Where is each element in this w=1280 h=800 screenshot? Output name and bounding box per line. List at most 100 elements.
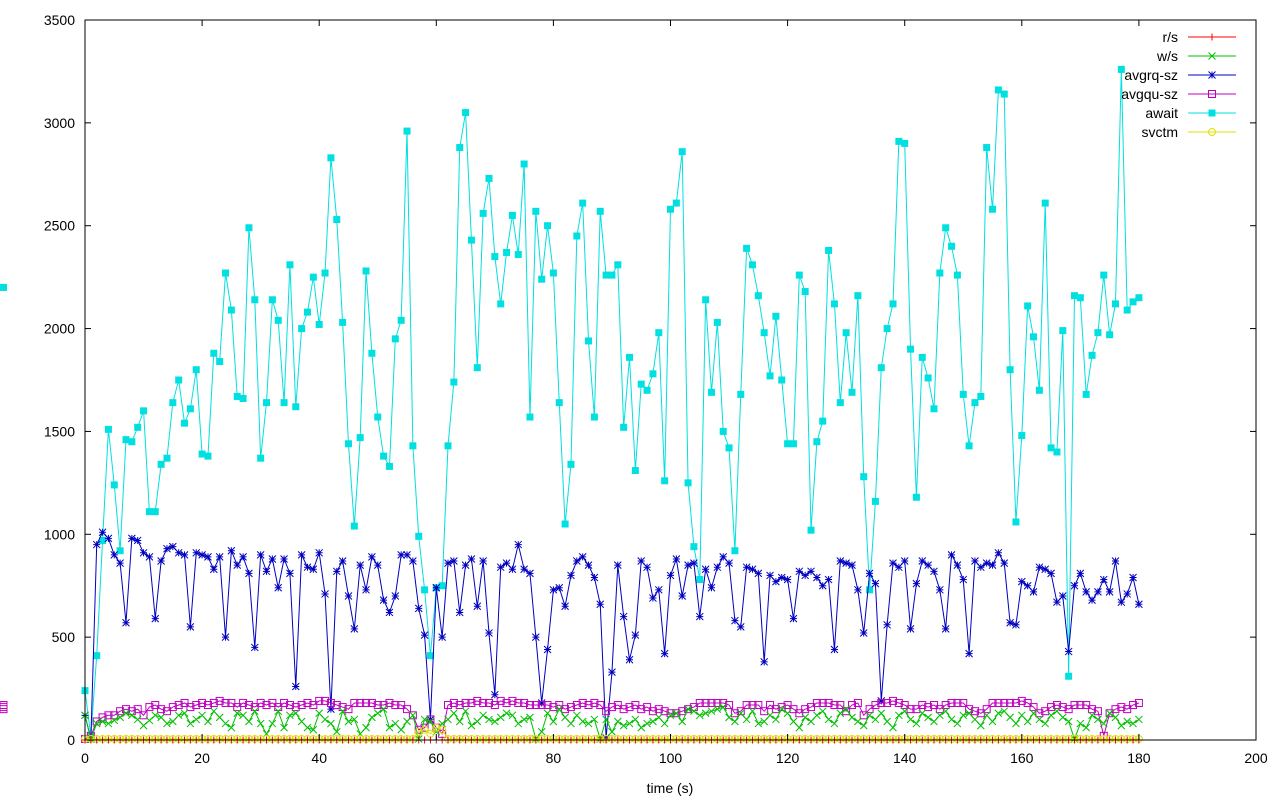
data-point-w-s (578, 717, 587, 726)
data-point-await (912, 493, 920, 501)
data-point-avgrq-sz (660, 649, 669, 658)
data-point-await (684, 479, 692, 487)
legend-label-r-s: r/s (1162, 29, 1178, 45)
data-point-avgqu-sz (994, 698, 1003, 707)
data-point-avgrq-sz (971, 557, 979, 565)
data-point-avgqu-sz (356, 698, 365, 707)
data-point-avgrq-sz (116, 559, 124, 567)
data-point-avgqu-sz (0, 701, 8, 710)
data-point-avgqu-sz (174, 701, 183, 710)
data-point-avgrq-sz (344, 592, 353, 600)
data-point-await (497, 300, 505, 308)
data-point-await (356, 434, 364, 442)
data-point-avgqu-sz (309, 701, 318, 710)
data-point-await (280, 399, 288, 407)
data-point-w-s (514, 719, 523, 728)
data-point-await (163, 454, 171, 462)
data-point-await (1018, 432, 1026, 440)
data-point-avgqu-sz (625, 703, 634, 712)
legend-marker-svctm (1208, 128, 1216, 136)
data-point-avgqu-sz (602, 707, 611, 716)
data-point-w-s (145, 716, 154, 725)
data-point-svctm (420, 725, 429, 734)
data-point-await (731, 547, 739, 555)
data-point-avgqu-sz (660, 707, 669, 716)
data-point-w-s (168, 717, 177, 726)
data-point-w-s (1053, 707, 1061, 716)
data-point-avgrq-sz (280, 555, 288, 563)
data-point-avgqu-sz (953, 698, 962, 707)
data-point-await (233, 392, 241, 400)
data-point-avgrq-sz (256, 551, 265, 559)
data-point-avgrq-sz (830, 645, 839, 654)
data-point-svctm (432, 723, 441, 732)
data-point-avgrq-sz (1023, 581, 1032, 590)
data-point-avgqu-sz (186, 703, 195, 712)
data-point-w-s (291, 709, 300, 718)
data-point-await (948, 242, 956, 250)
data-point-w-s (309, 725, 318, 734)
data-point-avgrq-sz (865, 569, 874, 578)
x-axis-label: time (s) (647, 780, 694, 796)
x-tick-label: 40 (311, 750, 327, 766)
data-point-await (1070, 292, 1078, 300)
data-point-w-s (748, 707, 757, 716)
data-point-avgqu-sz (1029, 703, 1038, 712)
data-point-await (1065, 672, 1073, 680)
x-tick-label: 160 (1010, 750, 1034, 766)
data-point-await (977, 392, 985, 400)
data-point-avgqu-sz (789, 705, 798, 714)
data-point-avgrq-sz (1088, 596, 1096, 604)
data-point-avgrq-sz (912, 579, 921, 588)
data-point-avgrq-sz (924, 561, 932, 569)
x-tick-label: 120 (776, 750, 800, 766)
data-point-w-s (608, 727, 616, 736)
data-point-avgqu-sz (198, 698, 207, 707)
data-point-avgqu-sz (654, 705, 663, 714)
data-point-avgqu-sz (285, 701, 294, 710)
data-point-avgrq-sz (297, 551, 306, 559)
data-point-await (1088, 351, 1096, 359)
data-point-avgrq-sz (209, 565, 218, 574)
data-point-avgqu-sz (865, 705, 874, 714)
series-line-avgrq-sz (84, 531, 1140, 740)
data-point-avgrq-sz (777, 573, 786, 582)
data-point-await (590, 413, 598, 421)
data-point-avgqu-sz (912, 705, 921, 714)
data-point-avgqu-sz (1134, 698, 1143, 707)
data-point-w-s (1111, 713, 1120, 722)
data-point-await (192, 366, 200, 374)
data-point-w-s (1058, 713, 1067, 722)
data-point-avgqu-sz (0, 703, 8, 712)
data-point-await (549, 269, 557, 277)
data-point-avgrq-sz (555, 583, 564, 592)
data-point-await (526, 413, 534, 421)
data-point-avgqu-sz (414, 725, 423, 734)
data-point-w-s (297, 717, 306, 726)
data-point-avgrq-sz (643, 563, 651, 572)
data-point-avgqu-sz (1041, 707, 1050, 716)
data-point-avgrq-sz (151, 614, 160, 623)
data-point-avgrq-sz (883, 620, 891, 629)
data-point-avgrq-sz (204, 553, 212, 561)
data-point-avgrq-sz (239, 553, 247, 561)
data-point-avgqu-sz (420, 723, 429, 732)
data-point-w-s (643, 719, 651, 728)
data-point-avgrq-sz (1000, 559, 1009, 567)
data-point-avgrq-sz (672, 555, 681, 563)
data-point-avgrq-sz (543, 645, 552, 654)
data-point-avgqu-sz (695, 698, 704, 707)
data-point-w-s (725, 713, 733, 722)
data-point-await (579, 199, 587, 207)
data-point-avgrq-sz (168, 542, 177, 551)
data-point-avgrq-sz (215, 553, 224, 561)
data-point-w-s (889, 723, 897, 732)
data-point-avgqu-sz (291, 703, 300, 712)
data-point-w-s (1099, 719, 1108, 728)
data-point-avgqu-sz (742, 701, 751, 710)
data-point-avgqu-sz (1129, 701, 1138, 710)
data-point-avgrq-sz (303, 563, 312, 572)
data-point-await (298, 325, 306, 333)
data-point-await (649, 370, 657, 378)
data-point-await (971, 399, 979, 407)
